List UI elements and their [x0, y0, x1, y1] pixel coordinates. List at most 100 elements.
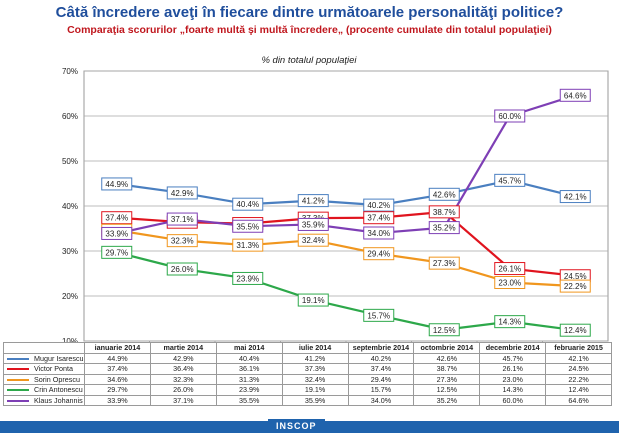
table-cell: 64.6%: [545, 394, 612, 406]
data-label-text: 29.4%: [367, 250, 390, 259]
y-axis: 10% 20% 30% 40% 50% 60% 70%: [62, 67, 78, 342]
data-label: 12.5%: [428, 323, 460, 337]
legend-label: Sorin Oprescu: [34, 374, 80, 384]
table-cell: 33.9%: [84, 394, 151, 406]
data-label-box: [428, 256, 460, 270]
data-label: 26.1%: [494, 262, 526, 276]
legend-entry: Sorin Oprescu: [3, 373, 85, 385]
y-tick-label: 40%: [62, 202, 78, 211]
data-label-text: 37.1%: [171, 215, 194, 224]
table-cell: 42.9%: [149, 352, 217, 364]
data-label-box: [297, 233, 329, 247]
data-label-text: 23.0%: [498, 279, 521, 288]
legend-label: Klaus Johannis: [34, 395, 83, 405]
data-label: 40.4%: [232, 197, 264, 211]
data-label-text: 34.0%: [367, 229, 390, 238]
data-label: 37.4%: [363, 211, 395, 225]
table-cell: 37.4%: [84, 363, 151, 375]
data-label-box: [363, 247, 395, 261]
table-cell: 14.3%: [479, 384, 547, 396]
table-row: Sorin Oprescu 34.6% 32.3% 31.3% 32.4% 29.4% 27…: [3, 373, 612, 385]
data-label-box: [101, 226, 133, 240]
data-labels: 44.9% 42.9% 40.4% 41.2% 40.2% 42.6% 45.7% 42.1%…: [101, 88, 591, 337]
legend-swatch: [7, 399, 29, 402]
data-label-text: 40.2%: [367, 201, 390, 210]
data-label-text: 27.3%: [433, 259, 456, 268]
data-label-box: [297, 217, 329, 231]
data-label: 64.6%: [559, 88, 591, 102]
data-label: 41.2%: [297, 194, 329, 208]
data-label-text: 44.9%: [105, 180, 128, 189]
data-label-box: [166, 234, 198, 248]
data-label-box: [232, 271, 264, 285]
data-label-text: 26.1%: [498, 265, 521, 274]
data-label: 44.9%: [101, 177, 133, 191]
y-tick-label: 10%: [62, 337, 78, 342]
table-cell: 24.5%: [545, 363, 612, 375]
data-label: 60.0%: [494, 109, 526, 123]
data-label-text: 37.4%: [105, 214, 128, 223]
data-label-box: [494, 262, 526, 276]
data-label-box: [428, 205, 460, 219]
data-label-box: [297, 293, 329, 307]
data-label-box: [363, 226, 395, 240]
data-label-box: [166, 212, 198, 226]
table-cell: 26.1%: [479, 363, 547, 375]
table-column-header: octombrie 2014: [413, 342, 481, 354]
data-label-box: [166, 186, 198, 200]
data-label-box: [166, 262, 198, 276]
data-label-text: 23.9%: [236, 274, 259, 283]
data-label-text: 40.4%: [236, 200, 259, 209]
table-row: Victor Ponta 37.4% 36.4% 36.1% 37.3% 37.4% 38.…: [3, 363, 612, 375]
table-cell: 31.3%: [215, 373, 283, 385]
y-tick-label: 30%: [62, 247, 78, 256]
legend-swatch: [7, 368, 29, 371]
data-label-box: [494, 276, 526, 289]
data-label-box: [559, 323, 591, 337]
legend-swatch: [7, 389, 29, 392]
data-label: 29.7%: [101, 245, 133, 259]
data-label-text: 29.7%: [105, 248, 128, 257]
table-cell: 23.9%: [215, 384, 283, 396]
data-label-text: 31.3%: [236, 241, 259, 250]
legend-swatch: [7, 378, 29, 381]
data-label: 26.0%: [166, 262, 198, 276]
unit-label: % din totalul populaţiei: [261, 55, 357, 66]
table-header-row: ianuarie 2014 martie 2014 mai 2014 iulie 20…: [3, 342, 612, 354]
data-label: 29.4%: [363, 247, 395, 261]
data-label-text: 32.4%: [302, 236, 325, 245]
data-label-box: [494, 173, 526, 187]
table-cell: 37.3%: [281, 363, 349, 375]
table-cell: 27.3%: [413, 373, 481, 385]
table-cell: 37.4%: [347, 363, 415, 375]
y-tick-label: 70%: [62, 67, 78, 76]
data-label-box: [101, 211, 133, 225]
data-label-box: [101, 245, 133, 259]
table-cell: 45.7%: [479, 352, 547, 364]
legend-label: Crin Antonescu: [34, 385, 83, 395]
data-label: 22.2%: [559, 279, 591, 293]
data-label-text: 38.7%: [433, 208, 456, 217]
legend-entry: Klaus Johannis: [3, 394, 85, 406]
table-column-header: martie 2014: [149, 342, 217, 354]
data-label-text: 35.9%: [302, 220, 325, 229]
data-label: 38.7%: [428, 205, 460, 219]
data-label: 42.6%: [428, 187, 460, 201]
data-label-box: [363, 198, 395, 212]
data-label-text: 42.1%: [564, 193, 587, 202]
table-cell: 34.6%: [84, 373, 151, 385]
data-label: 33.9%: [101, 226, 133, 240]
table-cell: 37.1%: [149, 394, 217, 406]
data-label-text: 12.4%: [564, 326, 587, 335]
data-label: 32.3%: [166, 234, 198, 248]
y-tick-label: 50%: [62, 157, 78, 166]
table-cell: 60.0%: [479, 394, 547, 406]
table-cell: 34.0%: [347, 394, 415, 406]
table-cell: 35.5%: [215, 394, 283, 406]
data-label-box: [494, 109, 526, 123]
table-cell: 40.4%: [215, 352, 283, 364]
data-label-box: [494, 315, 526, 329]
data-label-box: [101, 177, 133, 191]
table-column-header: decembrie 2014: [479, 342, 547, 354]
line-chart: % din totalul populaţiei 10% 20% 30% 40% 50%…: [62, 55, 609, 342]
